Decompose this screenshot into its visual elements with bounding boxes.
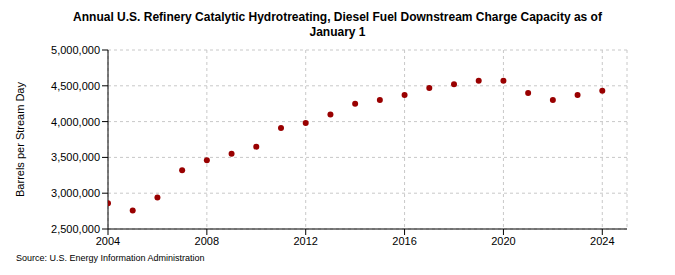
svg-text:2012: 2012 (293, 235, 317, 247)
svg-text:5,000,000: 5,000,000 (51, 44, 100, 56)
svg-text:2,500,000: 2,500,000 (51, 223, 100, 235)
svg-text:2016: 2016 (392, 235, 416, 247)
svg-text:2004: 2004 (96, 235, 120, 247)
svg-text:3,500,000: 3,500,000 (51, 151, 100, 163)
svg-text:2020: 2020 (491, 235, 515, 247)
svg-text:Barrels per Stream Day: Barrels per Stream Day (14, 82, 26, 197)
html-text:Source: U.S. Energy Informatio: Source: U.S. Energy Information Administ… (16, 253, 205, 263)
html-text:Annual U.S. Refinery Catalytic: Annual U.S. Refinery Catalytic Hydrotrea… (73, 10, 602, 39)
svg-text:2024: 2024 (590, 235, 614, 247)
svg-text:3,000,000: 3,000,000 (51, 187, 100, 199)
svg-text:4,500,000: 4,500,000 (51, 80, 100, 92)
svg-text:4,000,000: 4,000,000 (51, 116, 100, 128)
svg-text:2008: 2008 (195, 235, 219, 247)
